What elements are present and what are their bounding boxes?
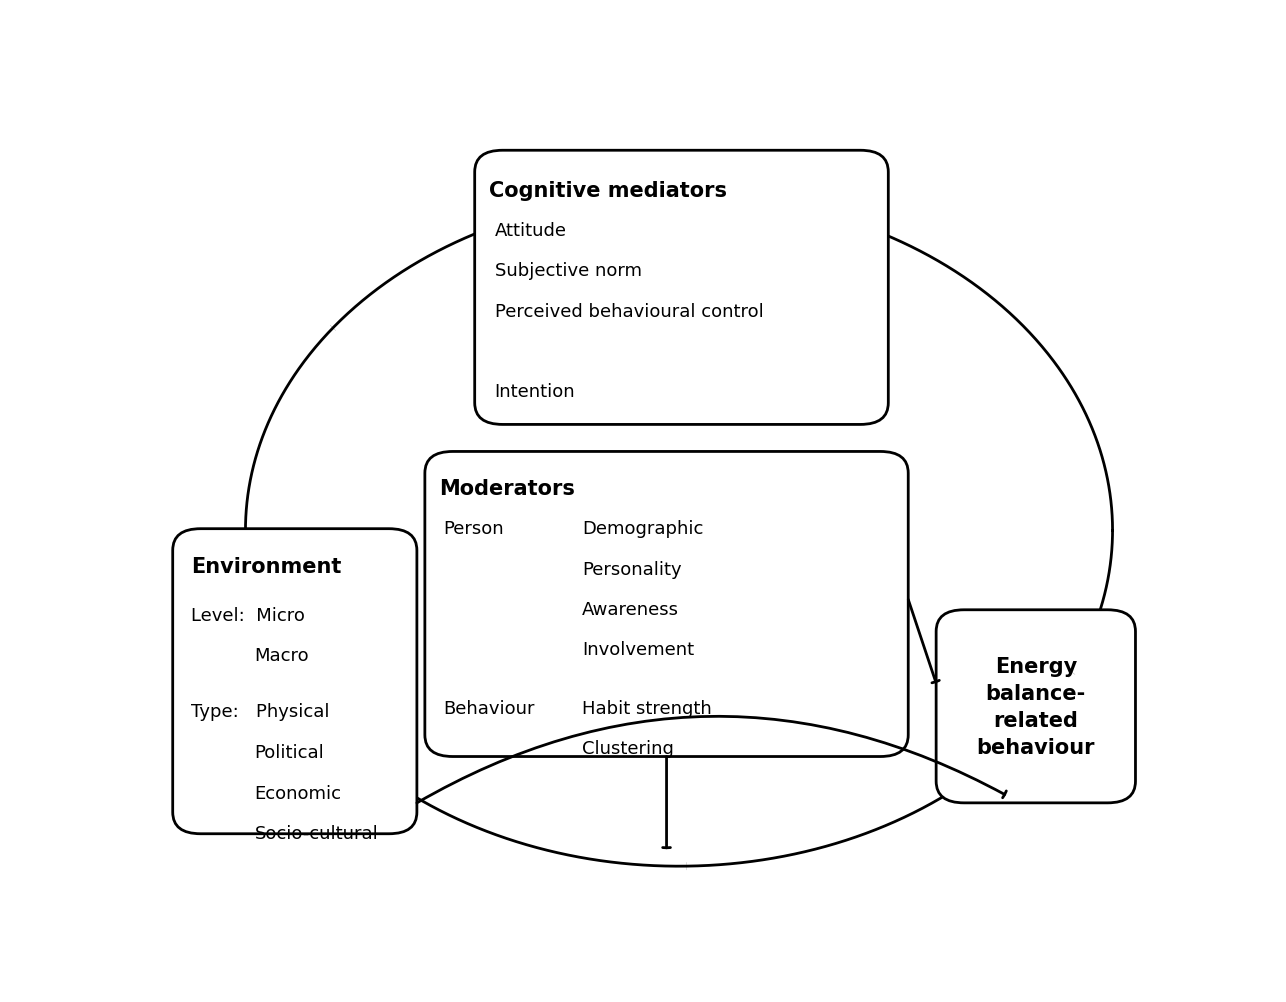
- Text: Subjective norm: Subjective norm: [495, 263, 642, 281]
- Text: Environment: Environment: [190, 556, 341, 576]
- Text: Political: Political: [255, 743, 324, 762]
- FancyBboxPatch shape: [475, 151, 889, 425]
- Text: Macro: Macro: [255, 646, 309, 664]
- Text: Socio-cultural: Socio-cultural: [255, 824, 378, 842]
- Text: Attitude: Attitude: [495, 222, 567, 240]
- Text: Energy
balance-
related
behaviour: Energy balance- related behaviour: [976, 656, 1096, 758]
- Text: Awareness: Awareness: [583, 600, 679, 618]
- Text: Habit strength: Habit strength: [583, 699, 712, 716]
- Text: Type:   Physical: Type: Physical: [190, 702, 329, 720]
- Text: Intention: Intention: [495, 383, 575, 401]
- Text: Personality: Personality: [583, 560, 682, 578]
- FancyBboxPatch shape: [424, 452, 908, 757]
- Text: Moderators: Moderators: [439, 479, 575, 499]
- FancyBboxPatch shape: [172, 529, 417, 834]
- Text: Demographic: Demographic: [583, 520, 703, 538]
- Text: Cognitive mediators: Cognitive mediators: [489, 180, 727, 200]
- FancyBboxPatch shape: [936, 610, 1136, 803]
- Text: Perceived behavioural control: Perceived behavioural control: [495, 303, 764, 321]
- Text: Economic: Economic: [255, 784, 342, 802]
- Text: Person: Person: [442, 520, 503, 538]
- Text: Clustering: Clustering: [583, 739, 674, 757]
- Text: Involvement: Involvement: [583, 640, 694, 658]
- Text: Level:  Micro: Level: Micro: [190, 606, 305, 624]
- Text: Behaviour: Behaviour: [442, 699, 534, 716]
